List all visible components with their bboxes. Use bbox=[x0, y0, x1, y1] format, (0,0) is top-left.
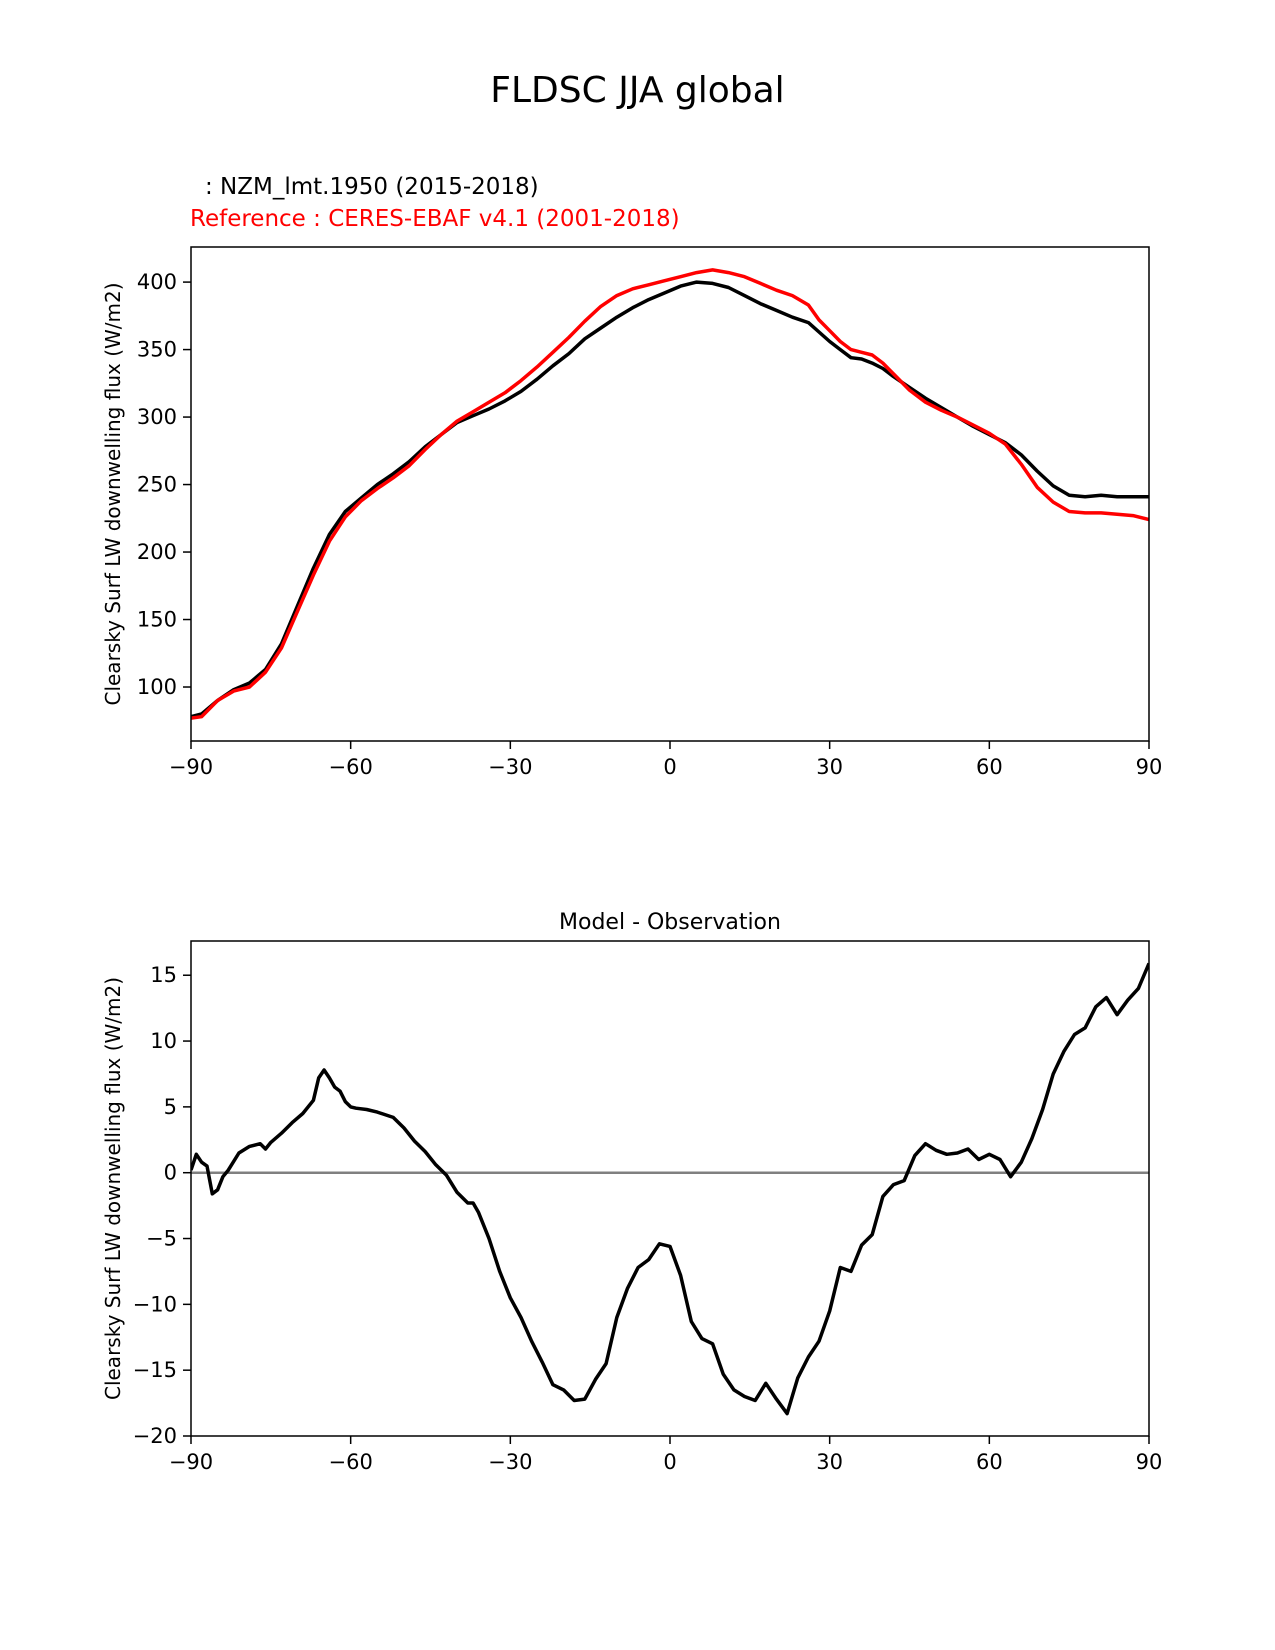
top-xtick-label: 30 bbox=[816, 755, 843, 779]
bottom-ytick-label: −10 bbox=[133, 1292, 177, 1316]
top-y-axis-label: Clearsky Surf LW downwelling flux (W/m2) bbox=[101, 282, 125, 705]
bottom-ytick-label: −15 bbox=[133, 1358, 177, 1382]
reference-label: Reference : CERES-EBAF v4.1 (2001-2018) bbox=[190, 206, 680, 232]
top-ytick-label: 350 bbox=[137, 338, 177, 362]
top-xtick-label: −60 bbox=[329, 755, 373, 779]
bottom-xtick-label: −30 bbox=[488, 1450, 532, 1474]
bottom-ytick-label: −20 bbox=[133, 1424, 177, 1448]
case-label: : NZM_lmt.1950 (2015-2018) bbox=[205, 174, 539, 200]
top-plot-frame bbox=[190, 246, 1150, 742]
top-series-line-1 bbox=[191, 268, 1149, 720]
bottom-xtick-label: 30 bbox=[816, 1450, 843, 1474]
top-ytick-label: 400 bbox=[137, 270, 177, 294]
bottom-plot-frame bbox=[190, 940, 1150, 1437]
top-xtick-label: 90 bbox=[1136, 755, 1163, 779]
top-ytick-label: 100 bbox=[137, 675, 177, 699]
bottom-panel-title: Model - Observation bbox=[559, 910, 781, 935]
top-ytick-label: 250 bbox=[137, 473, 177, 497]
top-xtick-label: 0 bbox=[663, 755, 676, 779]
bottom-xtick-label: 90 bbox=[1136, 1450, 1163, 1474]
bottom-y-axis-label: Clearsky Surf LW downwelling flux (W/m2) bbox=[101, 977, 125, 1400]
figure-title: FLDSC JJA global bbox=[490, 70, 785, 111]
top-xtick-label: 60 bbox=[976, 755, 1003, 779]
top-ytick-label: 300 bbox=[137, 405, 177, 429]
bottom-xtick-label: −90 bbox=[169, 1450, 213, 1474]
top-ytick-label: 150 bbox=[137, 608, 177, 632]
bottom-ytick-label: 10 bbox=[150, 1029, 177, 1053]
top-xtick-label: −30 bbox=[488, 755, 532, 779]
bottom-ytick-label: 15 bbox=[150, 963, 177, 987]
bottom-ytick-label: 5 bbox=[164, 1095, 177, 1119]
bottom-xtick-label: −60 bbox=[329, 1450, 373, 1474]
top-series-line-0 bbox=[191, 280, 1149, 719]
bottom-xtick-label: 60 bbox=[976, 1450, 1003, 1474]
bottom-series-line-0 bbox=[191, 962, 1149, 1416]
bottom-xtick-label: 0 bbox=[663, 1450, 676, 1474]
bottom-ytick-label: 0 bbox=[164, 1161, 177, 1185]
bottom-ytick-label: −5 bbox=[146, 1227, 177, 1251]
top-ytick-label: 200 bbox=[137, 540, 177, 564]
top-xtick-label: −90 bbox=[169, 755, 213, 779]
